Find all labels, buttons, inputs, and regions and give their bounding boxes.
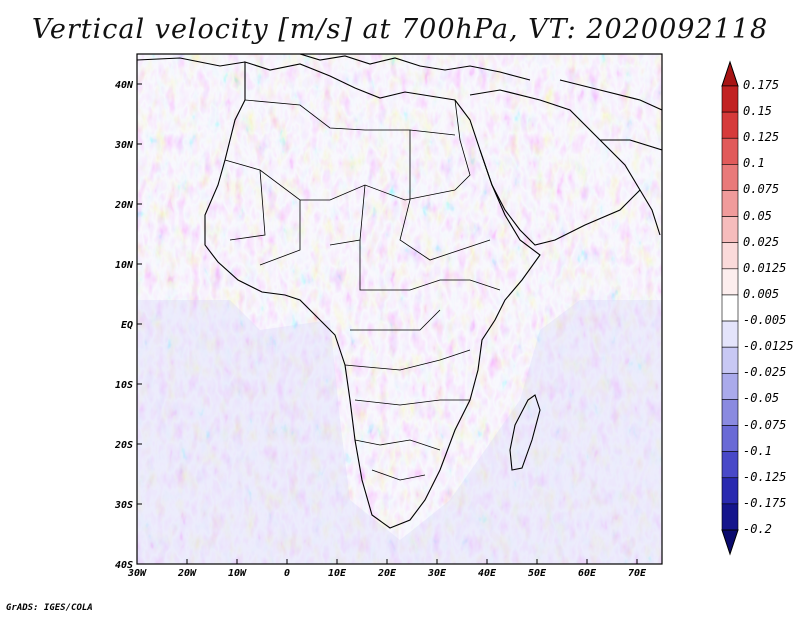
lon-tick-label: 50E (528, 568, 547, 579)
lat-tick-label: 30N (114, 140, 134, 151)
colorbar-swatch (721, 294, 739, 322)
lon-tick-label: 10E (328, 568, 347, 579)
lat-tick-label: 40N (115, 80, 134, 91)
lat-tick-label: 10S (115, 380, 133, 391)
colorbar-level-label: -0.1 (743, 443, 772, 458)
colorbar-level-label: 0.0125 (743, 260, 787, 275)
map-frame (136, 53, 663, 565)
colorbar-level-label: 0.025 (743, 234, 780, 249)
colorbar-swatch (721, 190, 739, 217)
lon-tick-label: 10W (228, 568, 247, 579)
longitude-axis: 30W 20W 10W 0 10E 20E 30E 40E 50E 60E 70E (127, 559, 647, 579)
colorbar-swatch (721, 320, 739, 348)
lat-tick-label: 20N (114, 200, 134, 211)
colorbar-swatch (721, 111, 739, 139)
lat-tick-label: 40S (115, 560, 133, 571)
colorbar-swatch (721, 372, 739, 400)
lat-tick-label: 20S (114, 440, 133, 451)
colorbar-swatch (721, 503, 739, 531)
colorbar-level-label: 0.075 (743, 182, 780, 197)
lon-tick-label: 70E (628, 568, 647, 579)
country-borders (224, 99, 501, 481)
latitude-axis: 40N 30N 20N 10N EQ 10S 20S 30S 40S (114, 80, 142, 571)
colorbar-level-label: 0.005 (743, 286, 780, 301)
lon-tick-label: 30W (127, 568, 147, 579)
colorbar-swatch (721, 216, 739, 244)
lon-tick-label: 60E (578, 568, 597, 579)
lon-tick-label: 30E (427, 568, 447, 579)
lon-tick-label: 40E (478, 568, 497, 579)
colorbar-level-label: -0.05 (743, 391, 780, 406)
colorbar-top-arrow (721, 60, 739, 87)
lon-tick-label: 20W (177, 568, 197, 579)
colorbar-level-label: 0.125 (743, 130, 780, 145)
colorbar-swatch (721, 164, 739, 191)
colorbar-swatch (721, 425, 739, 452)
lon-tick-label: 20E (377, 568, 397, 579)
colorbar-swatch (721, 85, 739, 113)
colorbar-swatch (721, 477, 739, 505)
colorbar-level-label: -0.0125 (743, 339, 794, 354)
colorbar-swatch (721, 399, 739, 426)
coastlines (137, 54, 662, 529)
lat-tick-label: EQ (121, 320, 133, 331)
colorbar-level-label: -0.075 (743, 417, 787, 432)
colorbar-level-label: -0.025 (743, 365, 787, 380)
colorbar-bottom-arrow (721, 529, 739, 556)
colorbar-level-label: -0.2 (743, 522, 772, 536)
colorbar-level-label: 0.15 (743, 104, 772, 119)
footer-credit: GrADS: IGES/COLA (6, 603, 93, 613)
colorbar-swatch (721, 242, 739, 270)
colorbar (721, 60, 739, 556)
colorbar-level-label: -0.125 (743, 469, 787, 484)
lon-tick-label: 0 (284, 568, 290, 579)
colorbar-swatch (721, 268, 739, 296)
colorbar-swatch (721, 137, 739, 165)
lat-tick-label: 10N (115, 260, 134, 271)
colorbar-level-label: -0.175 (743, 495, 787, 510)
colorbar-level-label: 0.175 (743, 78, 780, 92)
colorbar-swatch (721, 451, 739, 479)
chart-title: Vertical velocity [m/s] at 700hPa, VT: 2… (31, 14, 769, 45)
colorbar-level-label: -0.005 (743, 313, 787, 328)
colorbar-level-label: 0.1 (743, 156, 765, 171)
colorbar-swatch (721, 346, 739, 374)
lat-tick-label: 30S (114, 500, 133, 511)
colorbar-level-label: 0.05 (743, 208, 772, 223)
